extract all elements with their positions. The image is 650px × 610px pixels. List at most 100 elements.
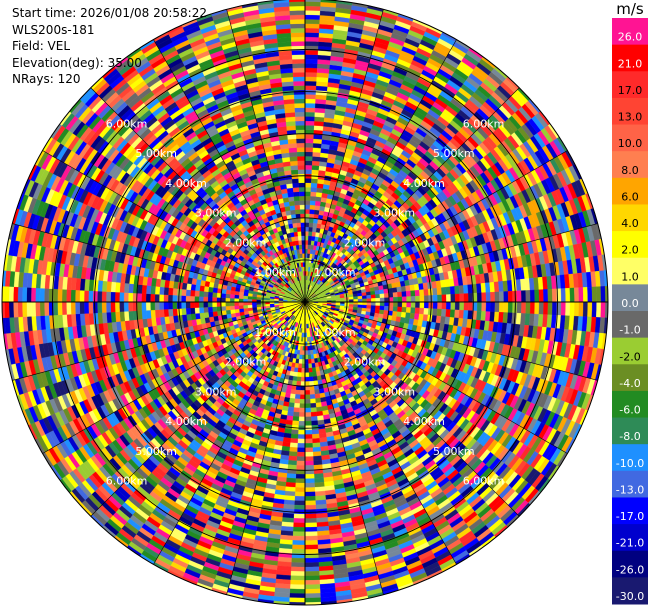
velocity-bin bbox=[371, 298, 376, 303]
velocity-bin bbox=[304, 222, 310, 228]
velocity-bin bbox=[304, 103, 316, 108]
velocity-bin bbox=[309, 204, 316, 210]
velocity-bin bbox=[290, 429, 299, 435]
velocity-bin bbox=[392, 306, 398, 312]
velocity-bin bbox=[485, 292, 491, 303]
velocity-bin bbox=[383, 293, 389, 298]
velocity-bin bbox=[300, 372, 306, 378]
velocity-bin bbox=[414, 289, 420, 297]
velocity-bin bbox=[310, 416, 318, 422]
velocity-bin bbox=[437, 294, 443, 303]
velocity-bin bbox=[410, 307, 416, 314]
velocity-bin bbox=[304, 217, 310, 223]
velocity-bin bbox=[591, 286, 597, 303]
velocity-bin bbox=[304, 80, 317, 86]
velocity-bin bbox=[310, 407, 317, 413]
velocity-bin bbox=[339, 297, 345, 301]
velocity-bin bbox=[450, 301, 456, 311]
velocity-bin bbox=[308, 376, 314, 382]
velocity-bin bbox=[311, 165, 320, 171]
velocity-bin bbox=[304, 151, 314, 157]
velocity-bin bbox=[310, 402, 317, 409]
velocity-bin bbox=[432, 308, 438, 317]
velocity-bin bbox=[565, 301, 571, 317]
velocity-bin bbox=[480, 282, 487, 293]
velocity-bin bbox=[309, 380, 314, 386]
velocity-bin bbox=[304, 544, 319, 550]
velocity-bin bbox=[565, 287, 571, 303]
velocity-bin bbox=[551, 301, 558, 316]
velocity-bin bbox=[308, 367, 313, 373]
velocity-bin bbox=[445, 286, 451, 295]
velocity-bin bbox=[304, 557, 319, 563]
velocity-bin bbox=[304, 584, 321, 590]
velocity-bin bbox=[314, 120, 325, 127]
velocity-bin bbox=[291, 557, 306, 563]
velocity-bin bbox=[304, 482, 315, 488]
velocity-bin bbox=[298, 416, 306, 422]
velocity-bin bbox=[294, 491, 306, 497]
velocity-bin bbox=[304, 522, 317, 528]
velocity-bin bbox=[304, 376, 310, 382]
velocity-bin bbox=[463, 310, 469, 320]
velocity-bin bbox=[406, 296, 412, 303]
velocity-bin bbox=[410, 296, 416, 303]
velocity-bin bbox=[450, 293, 456, 303]
velocity-bin bbox=[284, 486, 296, 492]
velocity-bin bbox=[304, 178, 312, 184]
velocity-bin bbox=[569, 301, 575, 317]
velocity-bin bbox=[315, 406, 323, 413]
velocity-bin bbox=[441, 301, 447, 310]
velocity-bin bbox=[313, 134, 323, 140]
velocity-bin bbox=[304, 456, 314, 462]
velocity-bin bbox=[409, 284, 416, 292]
velocity-bin bbox=[459, 301, 465, 311]
velocity-bin bbox=[304, 447, 314, 453]
velocity-bin bbox=[379, 301, 385, 307]
velocity-bin bbox=[436, 308, 442, 317]
velocity-bin bbox=[299, 390, 306, 395]
velocity-bin bbox=[458, 285, 465, 295]
velocity-bin bbox=[296, 376, 302, 382]
velocity-bin bbox=[304, 509, 317, 515]
velocity-bin bbox=[308, 363, 313, 369]
velocity-bin bbox=[289, 584, 306, 590]
velocity-bin bbox=[458, 309, 465, 319]
velocity-bin bbox=[419, 289, 425, 297]
velocity-bin bbox=[314, 112, 326, 118]
velocity-bin bbox=[304, 111, 316, 117]
velocity-bin bbox=[304, 200, 311, 206]
velocity-bin bbox=[582, 301, 588, 317]
velocity-bin bbox=[366, 301, 372, 306]
velocity-bin bbox=[300, 376, 306, 382]
velocity-bin bbox=[371, 301, 376, 306]
velocity-bin bbox=[481, 301, 487, 312]
velocity-bin bbox=[297, 363, 302, 369]
velocity-bin bbox=[419, 307, 425, 315]
velocity-bin bbox=[304, 526, 318, 532]
velocity-bin bbox=[463, 301, 469, 311]
velocity-bin bbox=[310, 411, 318, 417]
velocity-bin bbox=[406, 301, 412, 308]
velocity-bin bbox=[409, 312, 416, 320]
velocity-bin bbox=[299, 407, 306, 413]
velocity-bin bbox=[290, 566, 306, 572]
velocity-bin bbox=[304, 85, 317, 91]
velocity-bin bbox=[463, 293, 469, 303]
velocity-bin bbox=[543, 301, 549, 315]
velocity-bin bbox=[314, 209, 320, 215]
velocity-bin bbox=[384, 301, 390, 307]
velocity-bin bbox=[304, 368, 309, 373]
velocity-bin bbox=[289, 597, 306, 603]
velocity-bin bbox=[304, 416, 312, 422]
velocity-bin bbox=[293, 513, 306, 519]
velocity-bin bbox=[304, 363, 309, 369]
velocity-bin bbox=[304, 142, 314, 148]
velocity-bin bbox=[295, 482, 306, 488]
velocity-bin bbox=[454, 285, 460, 295]
velocity-bin bbox=[304, 231, 309, 236]
velocity-bin bbox=[292, 416, 300, 422]
velocity-bin bbox=[366, 305, 372, 310]
velocity-bin bbox=[405, 285, 411, 292]
velocity-bin bbox=[297, 429, 306, 435]
